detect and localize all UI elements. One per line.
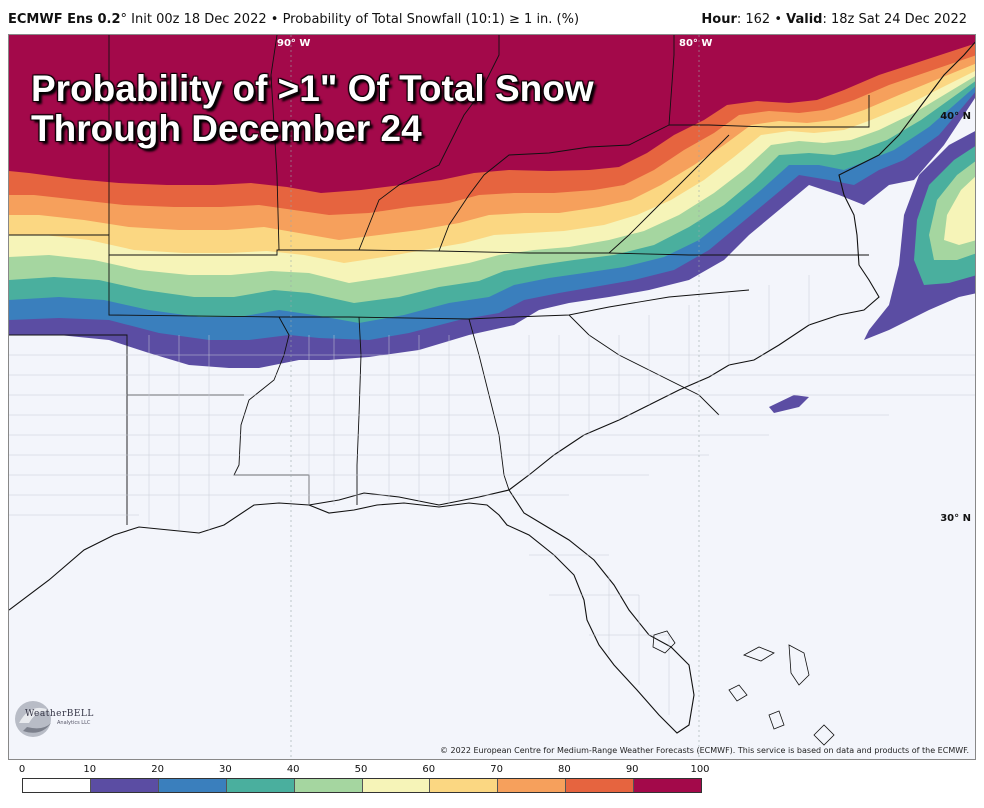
legend-ticks: 0 10 20 30 40 50 60 70 80 90 100 <box>18 764 710 778</box>
map-canvas <box>9 35 975 759</box>
legend-tick-label: 0 <box>18 764 26 775</box>
legend-swatch <box>293 779 362 792</box>
hour-label: Hour <box>701 12 737 27</box>
legend-tick-label: 30 <box>219 764 232 775</box>
overlay-title-line-1: Probability of >1" Of Total Snow <box>31 68 594 109</box>
legend-swatch <box>225 779 294 792</box>
legend-swatch <box>89 779 158 792</box>
graticule <box>290 35 700 759</box>
legend-swatch <box>157 779 226 792</box>
ecmwf-credit: © 2022 European Centre for Medium-Range … <box>440 746 969 755</box>
overlay-title-line-2: Through December 24 <box>31 108 422 149</box>
legend-swatch <box>633 779 702 792</box>
header-bar: ECMWF Ens 0.2° Init 00z 18 Dec 2022 • Pr… <box>0 0 984 34</box>
logo-sub: Analytics LLC <box>57 720 91 726</box>
hour-value: : 162 • <box>736 12 787 27</box>
header-left: ECMWF Ens 0.2° Init 00z 18 Dec 2022 • Pr… <box>8 12 579 27</box>
legend-bar <box>22 778 702 793</box>
legend-tick-label: 50 <box>354 764 368 775</box>
lon-80w-label: 80° W <box>679 38 713 49</box>
legend-swatch <box>565 779 634 792</box>
county-lines <box>9 275 975 715</box>
product-name: Probability of Total Snowfall (10:1) ≥ 1… <box>282 12 580 27</box>
legend-tick-label: 10 <box>83 764 97 775</box>
swirl-icon <box>15 701 51 737</box>
degree-symbol: ° <box>120 12 128 27</box>
model-name: ECMWF Ens 0.2 <box>8 12 121 27</box>
legend-tick-label: 90 <box>625 764 639 775</box>
header-right: Hour: 162 • Valid: 18z Sat 24 Dec 2022 <box>701 12 967 27</box>
lat-40n-label: 40° N <box>940 111 971 122</box>
lon-90w-label: 90° W <box>277 38 311 49</box>
legend-tick-label: 70 <box>490 764 503 775</box>
legend-tick-label: 40 <box>286 764 300 775</box>
legend-tick-label: 60 <box>422 764 436 775</box>
legend-tick-label: 80 <box>558 764 571 775</box>
bahamas <box>728 644 835 746</box>
legend-swatch <box>497 779 566 792</box>
legend-swatch <box>429 779 498 792</box>
offshore-band-yellow <box>944 176 975 245</box>
lat-30n-label: 30° N <box>940 513 971 524</box>
band-90-100 <box>9 35 975 193</box>
coastline <box>9 41 975 734</box>
valid-value: : 18z Sat 24 Dec 2022 <box>822 12 967 27</box>
legend-tick-label: 100 <box>690 764 710 775</box>
legend-tick-label: 20 <box>151 764 164 775</box>
legend-swatch <box>361 779 430 792</box>
init-time: Init 00z 18 Dec 2022 <box>127 12 267 27</box>
header-separator: • <box>266 12 283 27</box>
legend-swatch <box>23 779 90 792</box>
offshore-speck <box>769 395 809 413</box>
forecast-map: Probability of >1" Of Total Snow Through… <box>8 34 976 760</box>
color-legend: 0 10 20 30 40 50 60 70 80 90 100 <box>18 764 710 804</box>
logo-name: WeatherBELL <box>25 709 94 719</box>
valid-label: Valid <box>786 12 823 27</box>
overlay-title: Probability of >1" Of Total Snow Through… <box>31 69 594 149</box>
weatherbell-logo: WeatherBELL Analytics LLC <box>11 693 97 745</box>
lake-okeechobee <box>652 630 676 654</box>
